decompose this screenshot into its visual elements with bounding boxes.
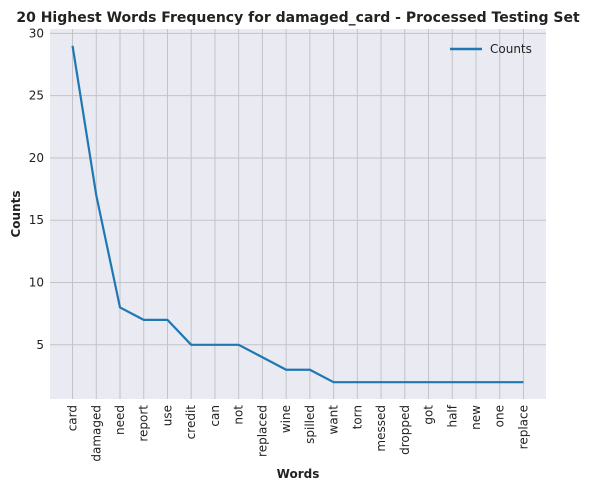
x-tick-label: use xyxy=(160,405,174,426)
x-tick-label: half xyxy=(445,404,459,427)
x-tick-label: report xyxy=(137,405,151,442)
x-tick-label: spilled xyxy=(303,405,317,444)
x-tick-label: got xyxy=(422,405,436,425)
x-axis-label: Words xyxy=(277,467,320,481)
chart-title: 20 Highest Words Frequency for damaged_c… xyxy=(16,10,580,26)
x-tick-label: wine xyxy=(279,405,293,433)
y-tick-label: 15 xyxy=(29,213,44,227)
x-tick-label: card xyxy=(66,405,80,431)
x-tick-label: dropped xyxy=(398,405,412,455)
y-axis-ticks: 5 10 15 20 25 30 xyxy=(29,26,44,351)
x-tick-label: replace xyxy=(516,405,530,449)
series-layer xyxy=(71,45,524,384)
legend-entry-counts: Counts xyxy=(490,42,532,56)
y-tick-label: 5 xyxy=(36,338,44,352)
x-tick-label: not xyxy=(232,405,246,425)
x-tick-label: torn xyxy=(350,405,364,429)
y-tick-label: 10 xyxy=(29,276,44,290)
y-tick-label: 20 xyxy=(29,151,44,165)
y-tick-label: 30 xyxy=(29,26,44,40)
x-tick-label: replaced xyxy=(255,405,269,457)
x-tick-label: damaged xyxy=(89,405,103,462)
x-tick-label: want xyxy=(327,405,341,435)
legend: Counts xyxy=(450,42,532,56)
grid-lines xyxy=(50,29,546,399)
x-tick-label: need xyxy=(113,405,127,435)
y-axis-label: Counts xyxy=(9,190,23,237)
x-tick-label: credit xyxy=(184,405,198,440)
x-axis-ticks: card damaged need report use credit can not repl… xyxy=(66,404,531,461)
series-line-counts xyxy=(71,45,524,384)
x-tick-label: new xyxy=(469,405,483,430)
x-tick-label: can xyxy=(208,405,222,427)
x-tick-label: one xyxy=(493,405,507,427)
plot-area xyxy=(50,29,546,399)
x-tick-label: messed xyxy=(374,405,388,452)
y-tick-label: 25 xyxy=(29,89,44,103)
